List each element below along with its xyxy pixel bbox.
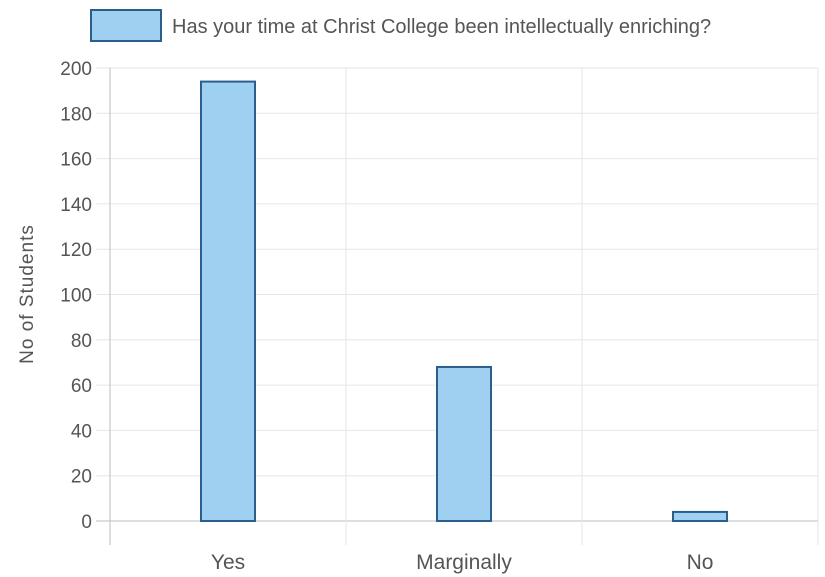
y-axis-title: No of Students xyxy=(17,224,38,364)
y-tick-label: 60 xyxy=(71,376,92,397)
y-tick-label: 80 xyxy=(71,331,92,352)
bar-no[interactable] xyxy=(672,510,728,523)
bar-marginally[interactable] xyxy=(436,365,492,523)
legend-swatch[interactable] xyxy=(90,9,162,42)
x-tick-label: Yes xyxy=(211,551,245,574)
bars xyxy=(200,80,728,523)
legend-label[interactable]: Has your time at Christ College been int… xyxy=(172,16,711,38)
tick-labels: 0 20 40 60 80 100 120 140 160 180 200 Yes Marginally… xyxy=(60,59,713,574)
y-tick-label: 120 xyxy=(60,240,92,261)
bar-yes[interactable] xyxy=(200,80,256,522)
legend[interactable]: Has your time at Christ College been int… xyxy=(90,9,711,42)
y-tick-label: 180 xyxy=(60,104,92,125)
x-tick-label: No xyxy=(687,551,714,574)
y-tick-label: 200 xyxy=(60,59,92,80)
y-tick-label: 20 xyxy=(71,467,92,488)
x-tick-label: Marginally xyxy=(416,551,512,574)
y-tick-label: 100 xyxy=(60,286,92,307)
y-tick-label: 140 xyxy=(60,195,92,216)
y-tick-label: 0 xyxy=(81,512,92,533)
y-tick-label: 40 xyxy=(71,421,92,442)
y-tick-label: 160 xyxy=(60,150,92,171)
